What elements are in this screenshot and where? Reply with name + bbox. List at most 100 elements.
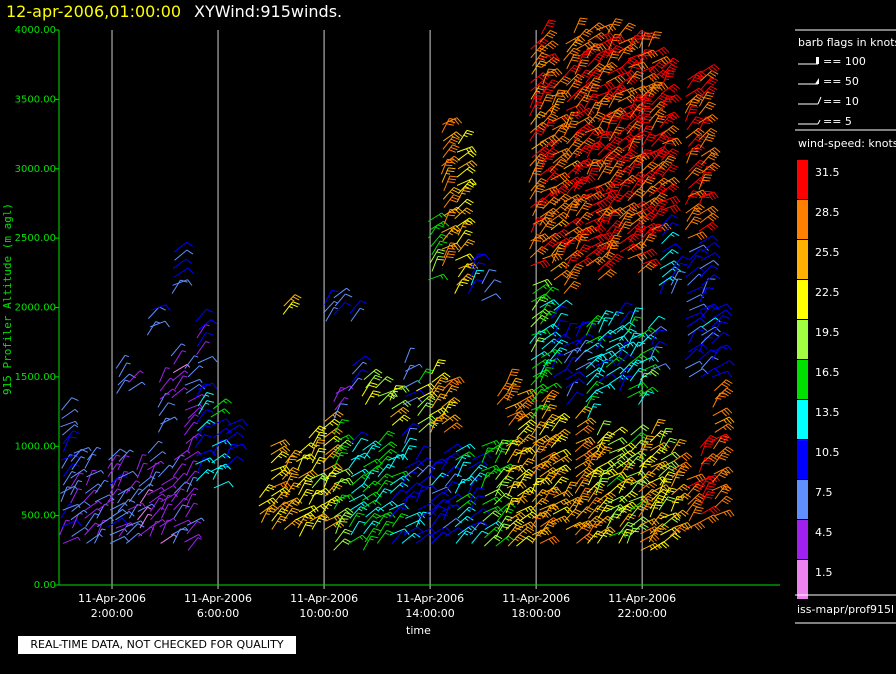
x-axis-label: time (406, 624, 431, 637)
wind-barb (505, 436, 526, 447)
wind-barb (531, 510, 552, 519)
wind-barb (62, 430, 80, 444)
wind-barb (532, 200, 547, 217)
wind-barb (258, 497, 279, 507)
wind-barb (109, 508, 129, 519)
wind-barb (363, 368, 383, 380)
wind-barb (661, 164, 679, 178)
wind-barb (187, 365, 204, 378)
wind-barb (414, 457, 434, 469)
y-tick-label: 1000.00 (15, 441, 56, 452)
wind-barb (648, 326, 668, 337)
wind-barb (161, 476, 179, 486)
colorbar-swatch (797, 520, 808, 559)
wind-barb (576, 487, 593, 503)
wind-barb (173, 519, 192, 528)
wind-barb (639, 161, 659, 174)
wind-barb (456, 166, 476, 178)
wind-barb (698, 114, 719, 124)
wind-barb (619, 243, 640, 253)
wind-barb (532, 434, 553, 444)
wind-barb (597, 268, 617, 281)
wind-barb (605, 177, 623, 192)
wind-barb (442, 401, 458, 416)
wind-barb (417, 368, 434, 383)
wind-barb (711, 314, 730, 328)
wind-barb (298, 488, 314, 504)
colorbar-swatch (797, 400, 808, 439)
wind-barb (149, 451, 167, 462)
wind-barb (70, 468, 88, 479)
colorbar-swatch (797, 280, 808, 319)
wind-barb (401, 532, 421, 544)
wind-barb (469, 522, 487, 536)
wind-barb (539, 323, 560, 333)
wind-barb (108, 448, 127, 461)
wind-barb (471, 452, 492, 461)
wind-barb (539, 165, 559, 177)
wind-barb (428, 505, 446, 519)
wind-barb (416, 382, 436, 392)
wind-barb (441, 250, 456, 267)
wind-barb (640, 364, 661, 372)
wind-barb (687, 273, 703, 286)
wind-barb (686, 74, 704, 89)
wind-barb (349, 300, 368, 314)
wind-barb (608, 325, 629, 335)
wind-barb (197, 419, 216, 432)
wind-barb (389, 528, 410, 536)
wind-barb (542, 105, 561, 118)
wind-barb (146, 321, 160, 336)
wind-barb (378, 520, 394, 536)
wind-barb (159, 377, 175, 392)
y-tick-label: 3500.00 (15, 94, 56, 105)
wind-barb (350, 431, 369, 444)
wind-barb (616, 221, 633, 236)
wind-barb (605, 342, 626, 351)
wind-barb (551, 498, 572, 507)
wind-barb (662, 94, 682, 104)
wind-barb (401, 437, 418, 453)
wind-barb (442, 136, 460, 150)
wind-barb (619, 233, 639, 245)
wind-barb (454, 278, 470, 294)
wind-barb (389, 385, 404, 401)
wind-barb (515, 446, 536, 456)
wind-barb (685, 360, 703, 369)
wind-barb (574, 59, 589, 75)
wind-barb (585, 389, 604, 403)
wind-barb (160, 534, 178, 544)
wind-barb (549, 515, 570, 524)
wind-barb (136, 454, 147, 470)
wind-barb (159, 388, 177, 400)
wind-barb (575, 506, 594, 519)
wind-barb (688, 328, 703, 344)
wind-barb (617, 190, 636, 203)
x-tick-time: 18:00:00 (511, 607, 560, 620)
wind-barb (173, 497, 189, 511)
wind-barb (117, 486, 135, 496)
wind-barb (670, 270, 686, 286)
wind-barb (531, 359, 552, 369)
wind-barb (552, 312, 569, 328)
wind-barb (444, 443, 464, 454)
wind-barb (196, 409, 214, 423)
wind-barb (598, 317, 613, 333)
wind-barb (442, 144, 460, 158)
wind-barb (649, 46, 670, 56)
wind-barb (173, 504, 190, 519)
wind-barb (334, 397, 349, 411)
wind-barb (553, 193, 572, 206)
wind-barb (185, 493, 197, 509)
wind-barb (272, 491, 290, 505)
wind-barb (428, 273, 449, 281)
y-tick-labels: 0.00 500.00 1000.00 1500.00 2000.00 2500.00 30… (15, 25, 59, 591)
wind-barb (531, 489, 550, 503)
wind-barb (619, 310, 637, 325)
wind-barb (454, 207, 474, 220)
wind-barb (649, 430, 668, 443)
wind-barb (685, 127, 705, 139)
wind-barb (596, 436, 612, 453)
wind-barb (429, 385, 446, 400)
wind-barb (587, 403, 602, 419)
